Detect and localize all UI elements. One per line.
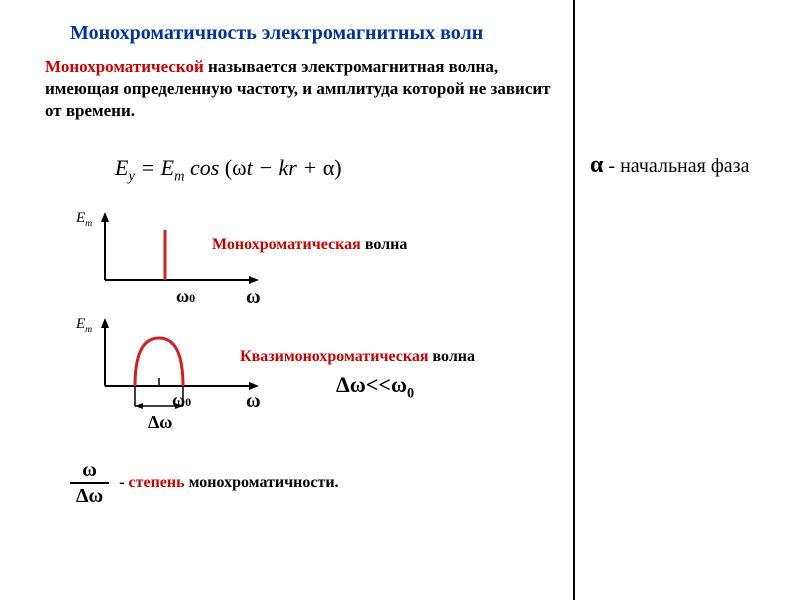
chart1-caption: Монохроматическая волна	[212, 236, 407, 254]
definition-highlight: Монохроматической	[45, 57, 204, 76]
degree-red: степень	[129, 474, 185, 491]
page-title: Монохроматичность электромагнитных волн	[70, 22, 483, 45]
vertical-divider	[573, 0, 575, 600]
chart2-delta-omega: Δω	[148, 412, 172, 433]
chart2-omega0: ω0	[172, 390, 191, 411]
alpha-text: - начальная фаза	[603, 155, 749, 177]
wave-equation: Ey = Em cos (ωt − kr + α)	[115, 155, 342, 185]
chart2-y-label: Em	[76, 316, 92, 335]
degree-fraction: ω Δω	[70, 460, 109, 506]
chart2-condition: Δω<<ω0	[336, 372, 414, 402]
alpha-symbol: α	[590, 152, 603, 178]
degree-block: ω Δω - степень монохроматичности.	[70, 460, 339, 506]
chart2-x-label: ω	[246, 390, 261, 413]
definition-text: Монохроматической называется электромагн…	[45, 56, 555, 122]
chart1-y-label: Em	[76, 210, 92, 229]
chart1-x-label: ω	[246, 286, 261, 309]
degree-rest: монохроматичности	[185, 474, 335, 491]
chart1-omega0: ω0	[176, 286, 195, 307]
alpha-note: α - начальная фаза	[590, 152, 749, 179]
chart2-caption: Квазимонохроматическая волна	[240, 348, 475, 366]
